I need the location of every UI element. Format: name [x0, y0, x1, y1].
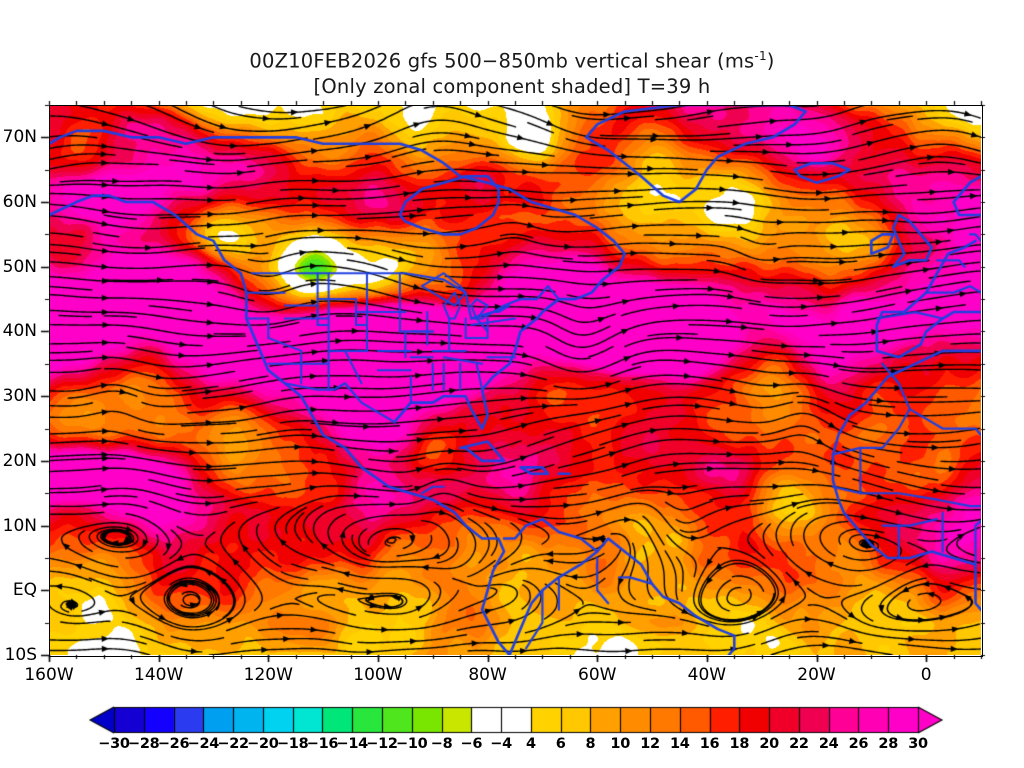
- chart-title: 00Z10FEB2026 gfs 500−850mb vertical shea…: [0, 44, 1024, 99]
- x-axis-tick-label: 40W: [687, 665, 727, 685]
- map-plot-area: [49, 105, 981, 655]
- colorbar-tick-label: −10: [396, 736, 428, 752]
- colorbar-tick-label: 18: [729, 736, 750, 752]
- y-axis-tick-label: 60N: [2, 192, 37, 213]
- y-axis-tick-label: EQ: [12, 580, 37, 601]
- colorbar-tick-label: −24: [187, 736, 220, 752]
- colorbar-tick-label: −16: [306, 736, 339, 752]
- colorbar-swatches: [88, 703, 944, 739]
- title-line-2: [Only zonal component shaded] T=39 h: [313, 74, 711, 98]
- y-axis-tick-label: 10N: [2, 515, 37, 536]
- colorbar-tick-label: 10: [610, 736, 631, 752]
- colorbar-tick-label: −8: [430, 736, 453, 752]
- colorbar-tick-label: 12: [640, 736, 660, 752]
- y-axis-tick-label: 40N: [2, 321, 37, 342]
- colorbar-tick-label: 8: [585, 736, 596, 752]
- x-axis-tick-label: 120W: [243, 665, 293, 685]
- y-axis-tick-label: 70N: [2, 127, 37, 148]
- y-axis-tick-label: 30N: [2, 386, 37, 407]
- y-axis-tick-label: 10S: [4, 645, 37, 665]
- colorbar-tick-label: 30: [908, 736, 928, 752]
- colorbar-tick-label: −20: [247, 736, 279, 752]
- colorbar-tick-label: −6: [460, 736, 483, 752]
- x-axis-tick-label: 60W: [578, 665, 617, 685]
- x-axis-tick-label: 140W: [134, 665, 184, 685]
- coastline-border-layer: [49, 105, 981, 655]
- colorbar-tick-labels: −30 −28 −26 −24 −22 −20 −18 −16 −14 −12 −10 −8 −6 −4 4…: [0, 736, 1024, 760]
- colorbar-tick-label: 22: [789, 736, 809, 752]
- colorbar-tick-label: 6: [555, 736, 566, 752]
- colorbar-tick-label: −30: [98, 736, 130, 752]
- x-axis-tick-label: 160W: [24, 665, 74, 685]
- y-axis-tick-label: 20N: [2, 450, 37, 471]
- colorbar-tick-label: 24: [818, 736, 839, 752]
- colorbar-tick-label: −28: [128, 736, 160, 752]
- colorbar-tick-label: 20: [759, 736, 779, 752]
- title-line-1-main: 00Z10FEB2026 gfs 500−850mb vertical shea…: [249, 49, 755, 73]
- x-axis-tick-label: 0: [920, 665, 932, 685]
- colorbar-tick-label: 4: [525, 736, 536, 752]
- title-line-1: 00Z10FEB2026 gfs 500−850mb vertical shea…: [0, 44, 1024, 74]
- colorbar-tick-label: 28: [878, 736, 899, 752]
- x-axis-tick-label: 80W: [468, 665, 507, 685]
- colorbar-tick-label: −18: [276, 736, 309, 752]
- colorbar-tick-label: 14: [669, 736, 690, 752]
- colorbar-tick-label: −12: [366, 736, 398, 752]
- title-units-superscript: -1: [754, 49, 767, 63]
- x-axis-tick-label: 20W: [797, 665, 836, 685]
- title-line-1-close: ): [766, 49, 775, 73]
- colorbar-tick-label: −22: [217, 736, 249, 752]
- x-axis-tick-label: 100W: [353, 665, 403, 685]
- colorbar-tick-label: 16: [699, 736, 720, 752]
- colorbar: −30 −28 −26 −24 −22 −20 −18 −16 −14 −12 −10 −8 −6 −4 4…: [0, 703, 1024, 763]
- colorbar-tick-label: −4: [490, 736, 512, 752]
- colorbar-tick-label: −26: [157, 736, 190, 752]
- colorbar-tick-label: −14: [336, 736, 369, 752]
- y-axis-tick-label: 50N: [2, 256, 37, 277]
- colorbar-tick-label: 26: [848, 736, 869, 752]
